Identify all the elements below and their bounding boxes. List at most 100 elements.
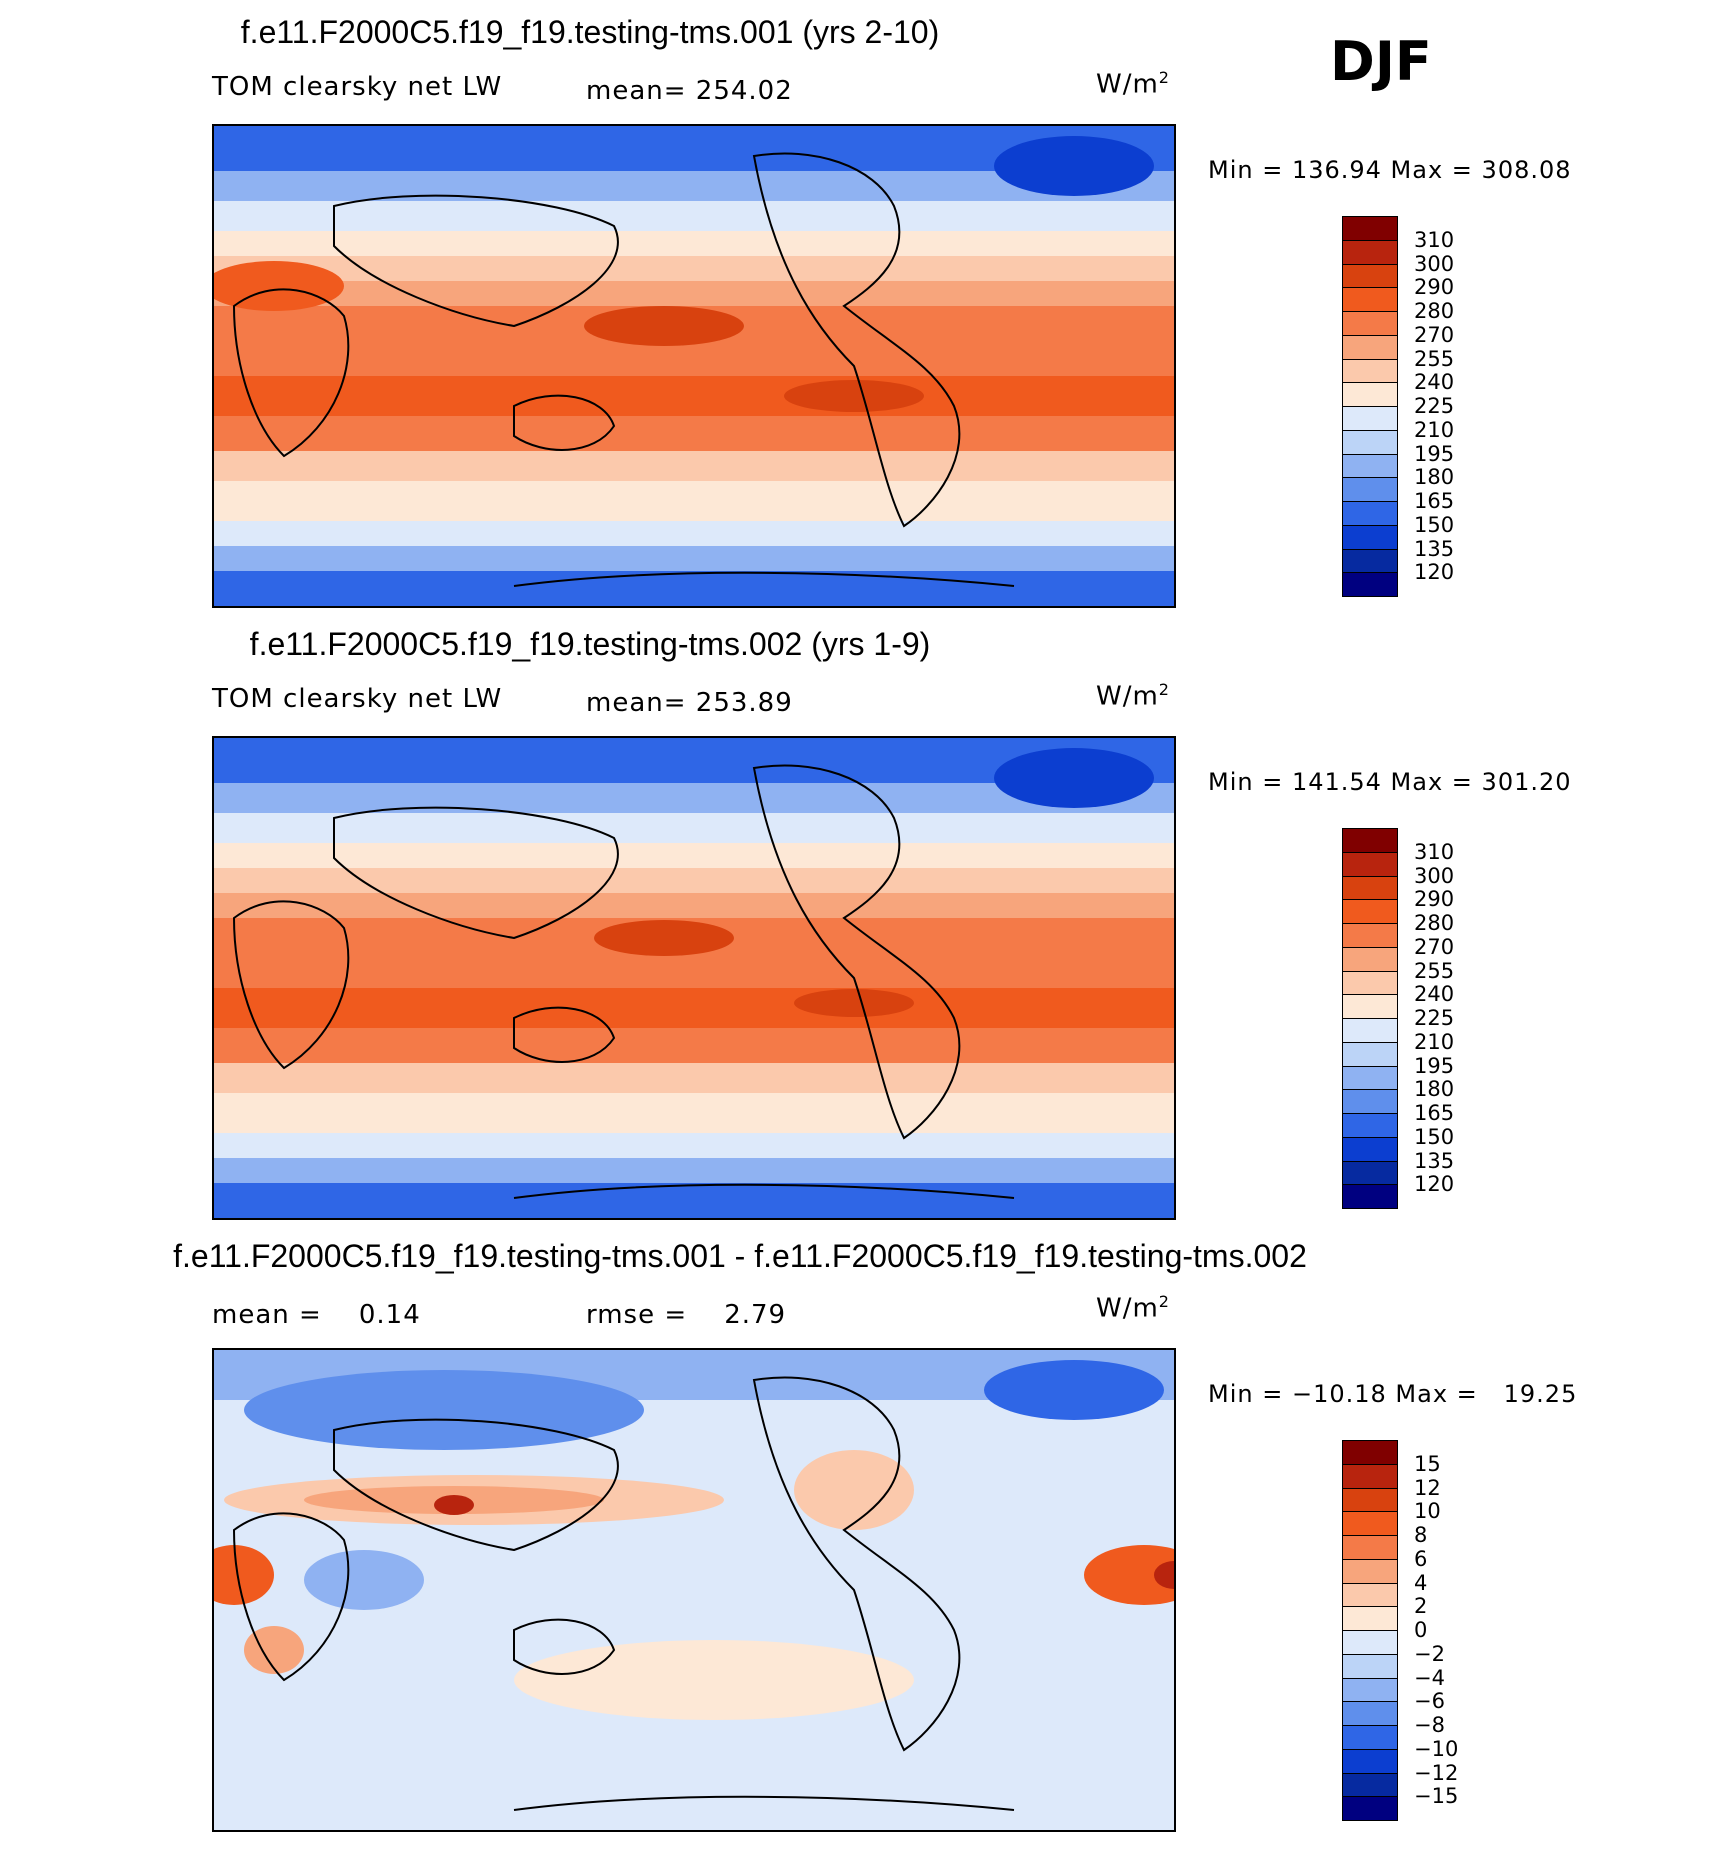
colorbar-swatch — [1342, 548, 1398, 574]
colorbar-swatch — [1342, 899, 1398, 924]
colorbar-swatch — [1342, 1511, 1398, 1536]
panel-3-mean-label: mean = 0.14 — [212, 1300, 421, 1330]
panel-3-rmse-label: rmse = 2.79 — [586, 1300, 787, 1330]
panel-3-units: W/m2 — [1096, 1292, 1170, 1324]
colorbar-swatch — [1342, 1725, 1398, 1750]
colorbar-swatch — [1342, 970, 1398, 996]
colorbar-label: 180 — [1414, 1077, 1455, 1102]
colorbar-label: 210 — [1414, 1029, 1455, 1054]
colorbar-label: 280 — [1414, 299, 1455, 323]
colorbar-swatch — [1342, 1136, 1398, 1162]
colorbar-label: 255 — [1414, 346, 1455, 371]
colorbar-swatch — [1342, 287, 1398, 312]
panel-2-minmax: Min = 141.54 Max = 301.20 — [1208, 768, 1572, 796]
panel-1-units: W/m2 — [1096, 68, 1170, 100]
colorbar-swatch — [1342, 406, 1398, 431]
colorbar-swatch — [1342, 1113, 1398, 1138]
colorbar-label: 120 — [1414, 1172, 1455, 1197]
colorbar-label: 120 — [1414, 560, 1455, 585]
colorbar-label: 2 — [1414, 1594, 1428, 1619]
colorbar-swatch — [1342, 1748, 1398, 1774]
colorbar-swatch — [1342, 382, 1398, 407]
colorbar-swatch — [1342, 358, 1398, 384]
colorbar-swatch — [1342, 311, 1398, 336]
colorbar-swatch — [1342, 1018, 1398, 1043]
colorbar-label: 210 — [1414, 417, 1455, 442]
panel-1-mean-label: mean= 254.02 — [586, 76, 793, 106]
colorbar-label: −10 — [1414, 1736, 1459, 1761]
colorbar-label: 300 — [1414, 863, 1455, 888]
colorbar-swatch — [1342, 1089, 1398, 1114]
panel-3-minmax: Min = −10.18 Max = 19.25 — [1208, 1380, 1578, 1408]
colorbar-label: 280 — [1414, 911, 1455, 935]
colorbar-label: −15 — [1414, 1784, 1459, 1809]
panel-1-minmax: Min = 136.94 Max = 308.08 — [1208, 156, 1572, 184]
colorbar-label: −8 — [1414, 1713, 1445, 1737]
panel-2-map-field — [214, 738, 1174, 1218]
colorbar-swatch — [1342, 524, 1398, 550]
colorbar-label: 290 — [1414, 887, 1455, 912]
colorbar-label: 240 — [1414, 370, 1455, 395]
colorbar-label: 4 — [1414, 1570, 1428, 1595]
colorbar-swatch — [1342, 875, 1398, 901]
colorbar-swatch — [1342, 477, 1398, 502]
colorbar-swatch — [1342, 572, 1398, 597]
colorbar-swatch — [1342, 1653, 1398, 1679]
colorbar-label: 180 — [1414, 465, 1455, 490]
colorbar-label: 150 — [1414, 512, 1455, 537]
colorbar-label: 300 — [1414, 251, 1455, 276]
colorbar-swatch — [1342, 828, 1398, 853]
colorbar-label: 0 — [1414, 1618, 1428, 1642]
colorbar-swatch — [1342, 429, 1398, 455]
colorbar-label: 135 — [1414, 1148, 1455, 1173]
panel-1-variable-label: TOM clearsky net LW — [212, 72, 503, 102]
colorbar-swatch — [1342, 1701, 1398, 1726]
colorbar-swatch — [1342, 501, 1398, 526]
season-label: DJF — [1330, 30, 1432, 93]
colorbar-label: 290 — [1414, 275, 1455, 300]
panel-2-variable-label: TOM clearsky net LW — [212, 684, 503, 714]
colorbar-label: 10 — [1414, 1499, 1441, 1524]
colorbar-label: −4 — [1414, 1665, 1445, 1690]
panel-3-map — [212, 1348, 1176, 1832]
colorbar-swatch — [1342, 1440, 1398, 1465]
colorbar-swatch — [1342, 923, 1398, 948]
colorbar-swatch — [1342, 1677, 1398, 1703]
colorbar-swatch — [1342, 1796, 1398, 1821]
panel-2-title: f.e11.F2000C5.f19_f19.testing-tms.002 (y… — [249, 626, 931, 662]
colorbar-swatch — [1342, 851, 1398, 877]
colorbar-label: 150 — [1414, 1124, 1455, 1149]
colorbar-swatch — [1342, 216, 1398, 241]
panel-2-map — [212, 736, 1176, 1220]
panel-1-map — [212, 124, 1176, 608]
colorbar-label: 255 — [1414, 958, 1455, 983]
colorbar-label: 310 — [1414, 227, 1455, 252]
colorbar-label: −2 — [1414, 1641, 1445, 1666]
colorbar-swatch — [1342, 1463, 1398, 1489]
colorbar-label: 12 — [1414, 1475, 1441, 1500]
colorbar-swatch — [1342, 334, 1398, 360]
colorbar-label: 270 — [1414, 322, 1455, 347]
colorbar-label: 225 — [1414, 1006, 1455, 1030]
colorbar-swatch — [1342, 1160, 1398, 1186]
colorbar-swatch — [1342, 994, 1398, 1019]
colorbar-label: 195 — [1414, 1053, 1455, 1078]
panel-1-colorbar: 310 300 290 280 270 255 240 225 210 195 180 165 150 1… — [1342, 216, 1454, 597]
panel-3-colorbar: 15 12 10 8 6 4 2 0 −2 −4 −6 −8 −10 −12 −15 — [1342, 1440, 1458, 1821]
colorbar-swatch — [1342, 1772, 1398, 1798]
colorbar-label: 195 — [1414, 441, 1455, 466]
colorbar-label: −6 — [1414, 1689, 1445, 1714]
panel-1-map-field — [214, 126, 1174, 606]
colorbar-label: 135 — [1414, 536, 1455, 561]
colorbar-swatch — [1342, 263, 1398, 289]
colorbar-label: −12 — [1414, 1760, 1459, 1785]
panel-2-colorbar: 310 300 290 280 270 255 240 225 210 195 180 165 150 1… — [1342, 828, 1454, 1209]
colorbar-swatch — [1342, 1582, 1398, 1608]
colorbar-swatch — [1342, 1065, 1398, 1091]
colorbar-swatch — [1342, 1041, 1398, 1067]
colorbar-label: 8 — [1414, 1523, 1428, 1547]
panel-3-map-field — [214, 1350, 1174, 1830]
colorbar-swatch — [1342, 1487, 1398, 1513]
colorbar-swatch — [1342, 239, 1398, 265]
colorbar-label: 240 — [1414, 982, 1455, 1007]
